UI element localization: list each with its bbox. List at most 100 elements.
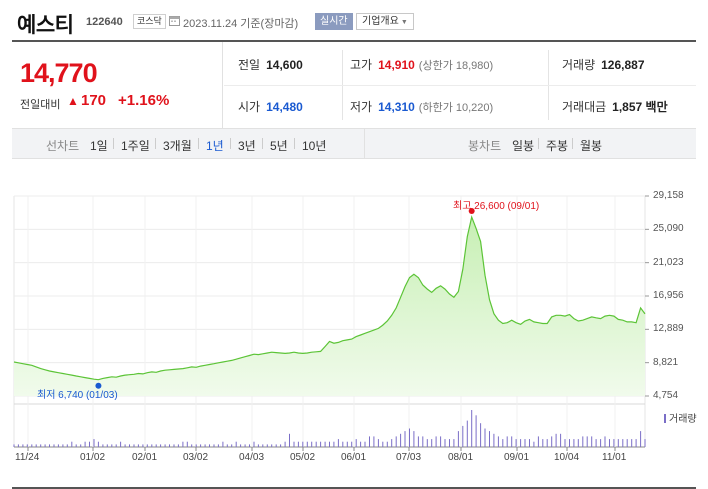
volume-bar	[626, 439, 628, 447]
volume-bar	[253, 441, 255, 447]
volume-bar	[573, 439, 575, 447]
volume-bar	[631, 439, 633, 447]
y-tick-label: 12,889	[653, 323, 684, 335]
volume-bar	[453, 439, 455, 447]
volume-bar	[71, 441, 73, 447]
period-1w[interactable]: 1주일	[121, 139, 150, 153]
y-tick-label: 21,023	[653, 256, 684, 268]
candle-daily[interactable]: 일봉	[512, 139, 535, 153]
volume-bar	[191, 444, 193, 447]
volume-bar	[471, 410, 473, 447]
volume-bar	[511, 436, 513, 447]
volume-bar	[293, 441, 295, 447]
change-label: 전일대비	[20, 99, 61, 111]
volume-bar	[457, 431, 459, 447]
volume-bar	[497, 436, 499, 447]
volume-bar	[377, 439, 379, 447]
volume-bar	[444, 439, 446, 447]
volume-bar	[289, 433, 290, 447]
volume-bar	[306, 441, 308, 447]
volume-bar	[404, 431, 406, 447]
volume-bar	[213, 444, 215, 447]
volume-bar	[262, 444, 264, 447]
volume-bar	[586, 436, 588, 447]
volume-bar	[13, 444, 15, 447]
volume-bar	[120, 441, 122, 447]
realtime-button[interactable]: 실시간	[315, 13, 353, 30]
volume-bar	[515, 439, 517, 447]
period-3y[interactable]: 3년	[238, 139, 256, 153]
period-1d[interactable]: 1일	[90, 139, 108, 153]
x-tick-label: 10/04	[554, 452, 580, 463]
volume-bar	[351, 441, 353, 447]
volume-bar	[155, 444, 157, 447]
volume-bar	[409, 428, 410, 447]
x-tick-label: 07/03	[396, 452, 422, 463]
current-price: 14,770	[20, 58, 98, 88]
volume-bar	[173, 444, 175, 447]
period-5y[interactable]: 5년	[270, 139, 288, 153]
volume-bar	[226, 444, 228, 447]
volume-bar	[533, 441, 535, 447]
volume-bar	[22, 444, 24, 447]
stat-value: 126,887	[601, 58, 645, 72]
period-3m[interactable]: 3개월	[163, 139, 192, 153]
volume-bar	[333, 441, 335, 447]
separator	[294, 138, 295, 149]
volume-bar	[382, 441, 384, 447]
company-overview-button[interactable]: 기업개요 ▼	[356, 13, 414, 30]
stat-prev-close: 전일 14,600	[238, 56, 303, 73]
volume-bar	[426, 439, 428, 447]
volume-bar	[40, 444, 42, 447]
volume-legend: 거래량	[664, 410, 697, 425]
volume-bar	[106, 444, 108, 447]
volume-bar	[591, 436, 593, 447]
base-date: 2023.11.24 기준(장마감)	[183, 18, 299, 30]
candle-monthly[interactable]: 월봉	[580, 139, 603, 153]
volume-bar	[31, 444, 33, 447]
stat-high: 고가 14,910 (상한가 18,980)	[350, 56, 493, 73]
volume-bar	[80, 444, 82, 447]
stock-header: 예스티 122640 코스닥 2023.11.24 기준(장마감) 실시간 기업…	[0, 0, 708, 40]
volume-bar	[635, 439, 637, 447]
volume-bar	[337, 439, 339, 447]
volume-bar	[520, 439, 522, 447]
price-line	[13, 214, 646, 381]
stat-lower-limit: (하한가 10,220)	[418, 102, 494, 114]
volume-bar	[506, 436, 508, 447]
volume-bar	[177, 444, 179, 447]
volume-bar	[164, 444, 166, 447]
volume-bar	[35, 444, 37, 447]
price-chart[interactable]: 최고 26,600 (09/01) 최저 6,740 (01/03) 거래량 2…	[0, 160, 708, 489]
volume-bar	[297, 441, 299, 447]
high-marker	[468, 207, 475, 214]
period-selector: 선차트 1일 1주일 3개월 1년 3년 5년 10년 봉차트 일봉 주봉 월봉	[12, 128, 696, 159]
volume-bar	[373, 436, 375, 447]
volume-bar	[231, 444, 233, 447]
volume-bar	[204, 444, 206, 447]
volume-bar	[564, 439, 566, 447]
volume-bar	[577, 439, 579, 447]
separator	[572, 138, 573, 149]
period-10y[interactable]: 10년	[302, 139, 327, 153]
volume-bar	[369, 436, 370, 447]
volume-bar	[555, 433, 557, 447]
volume-bar	[315, 441, 317, 447]
x-tick-label: 06/01	[341, 452, 367, 463]
volume-bar	[200, 444, 202, 447]
volume-bar	[240, 444, 242, 447]
period-1y[interactable]: 1년	[206, 139, 224, 153]
price-chart-svg	[12, 195, 696, 489]
volume-bar	[115, 444, 117, 447]
price-area	[14, 217, 645, 396]
candle-weekly[interactable]: 주봉	[546, 139, 569, 153]
high-label: 최고 26,600 (09/01)	[453, 201, 540, 212]
volume-bar	[53, 444, 55, 447]
y-tick-label: 16,956	[653, 290, 684, 301]
volume-bar	[244, 444, 246, 447]
volume-bar	[275, 444, 277, 447]
volume-bar	[529, 439, 530, 447]
volume-bar	[364, 441, 366, 447]
volume-bar	[489, 431, 490, 447]
line-chart-label: 선차트	[46, 139, 80, 153]
